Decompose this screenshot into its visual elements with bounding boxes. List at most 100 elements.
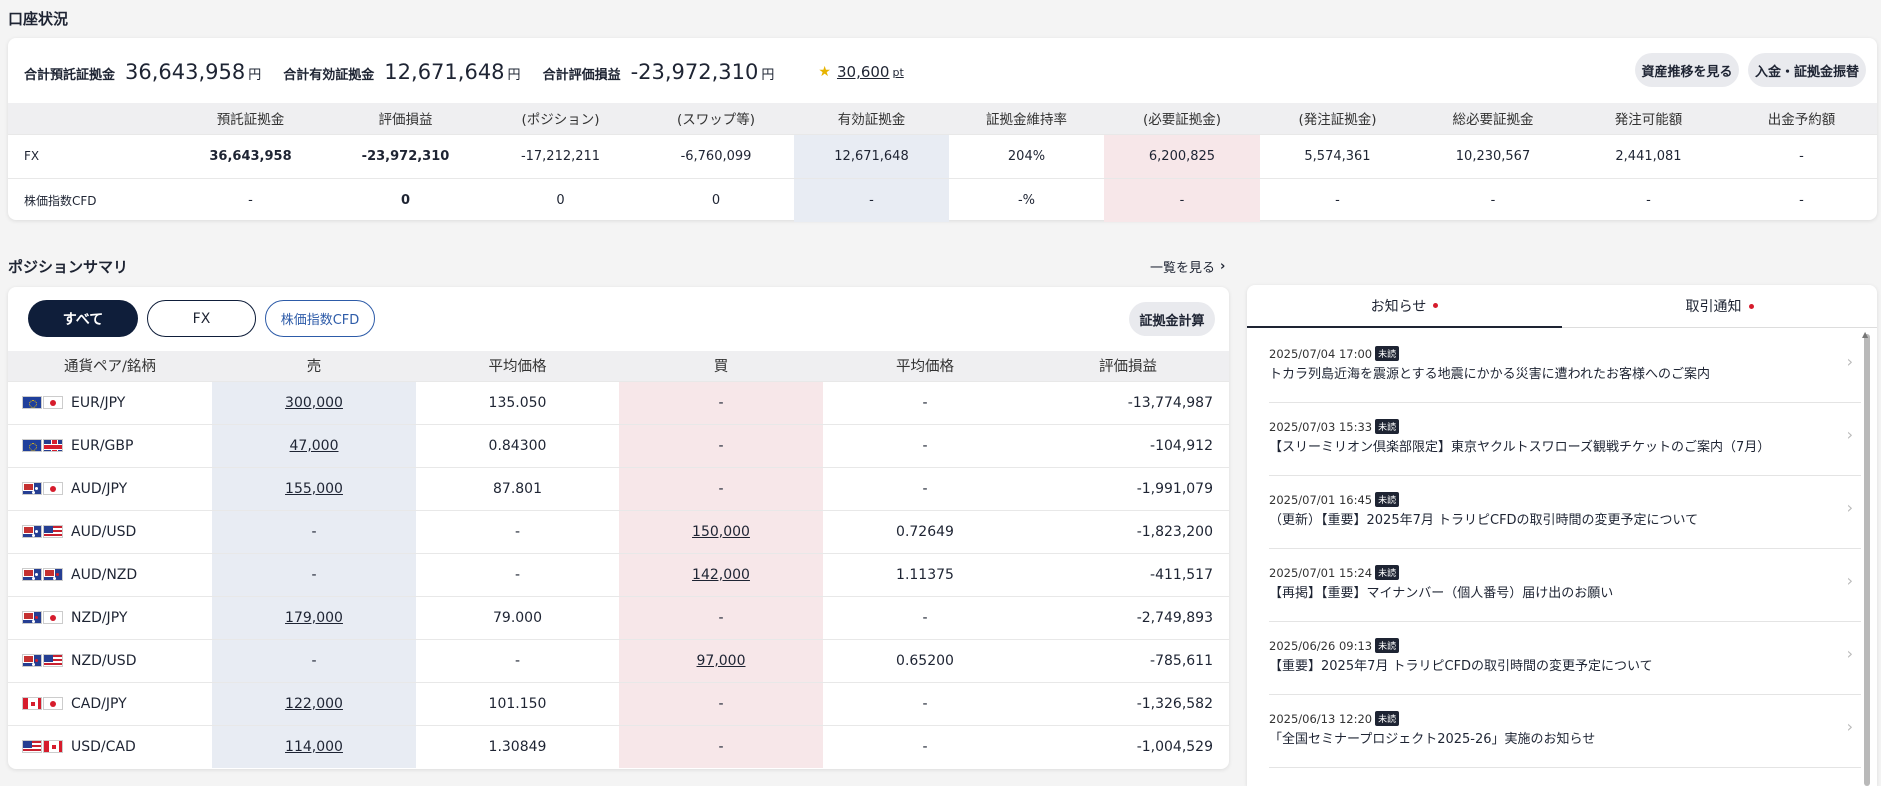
table-cell: - bbox=[1260, 177, 1415, 222]
row-label: FX bbox=[8, 133, 173, 178]
flag-pair bbox=[22, 439, 63, 452]
column-header: (スワップ等) bbox=[638, 103, 794, 134]
flag-jp-icon bbox=[43, 697, 63, 710]
tab-announcements[interactable]: お知らせ bbox=[1247, 285, 1562, 328]
sell-cell: - bbox=[212, 552, 416, 596]
account-row-cfd: 株価指数CFD - 0 0 0 - -% - - - - - bbox=[8, 177, 1877, 222]
sell-cell: 47,000 bbox=[212, 423, 416, 467]
tab-fx[interactable]: FX bbox=[147, 300, 256, 337]
position-amount-link[interactable]: 150,000 bbox=[692, 523, 750, 540]
pair-cell: EUR/GBP bbox=[8, 423, 212, 467]
margin-calc-button[interactable]: 証拠金計算 bbox=[1129, 302, 1215, 336]
unread-badge: 未読 bbox=[1375, 565, 1400, 580]
points-link[interactable]: ★ 30,600 pt bbox=[818, 63, 903, 81]
flag-ca-icon bbox=[22, 697, 42, 710]
summary-label: 合計有効証拠金 bbox=[283, 68, 375, 83]
notice-date: 2025/06/13 12:20 bbox=[1269, 711, 1373, 726]
pair-cell: AUD/NZD bbox=[8, 552, 212, 596]
deposit-transfer-button[interactable]: 入金・証拠金振替 bbox=[1748, 53, 1866, 87]
empty-value: - bbox=[718, 609, 724, 626]
column-header: 総必要証拠金 bbox=[1415, 103, 1571, 134]
notice-scrollbar[interactable] bbox=[1864, 334, 1870, 786]
pl-cell: -104,912 bbox=[1027, 423, 1229, 467]
scroll-up-icon[interactable]: ▲ bbox=[1862, 330, 1869, 339]
empty-value: - bbox=[311, 652, 317, 669]
flag-pair bbox=[22, 525, 63, 538]
summary-deposit: 合計預託証拠金 36,643,958 円 bbox=[24, 60, 261, 84]
buy-cell: 142,000 bbox=[619, 552, 823, 596]
summary-unit: 円 bbox=[507, 68, 521, 83]
position-amount-link[interactable]: 122,000 bbox=[285, 695, 343, 712]
table-cell: -6,760,099 bbox=[638, 133, 794, 178]
pl-cell: -1,326,582 bbox=[1027, 681, 1229, 725]
unread-badge: 未読 bbox=[1375, 492, 1400, 507]
sell-cell: - bbox=[212, 638, 416, 682]
notice-title: 「全国セミナープロジェクト2025-26」実施のお知らせ bbox=[1269, 732, 1596, 747]
summary-value: 12,671,648 bbox=[384, 60, 505, 84]
asset-history-button[interactable]: 資産推移を見る bbox=[1635, 53, 1739, 87]
empty-value: - bbox=[718, 480, 724, 497]
sell-avg-cell: - bbox=[416, 509, 619, 553]
account-section-title: 口座状況 bbox=[8, 10, 69, 28]
buy-avg-cell: - bbox=[823, 724, 1027, 768]
table-cell: 12,671,648 bbox=[794, 133, 949, 178]
table-row: CAD/JPY 122,000 101.150- - -1,326,582 bbox=[8, 681, 1229, 725]
account-table-header: 預託証拠金 評価損益 (ポジション) (スワップ等) 有効証拠金 証拠金維持率 … bbox=[8, 103, 1877, 134]
table-cell: -17,212,211 bbox=[483, 133, 638, 178]
tab-all[interactable]: すべて bbox=[28, 300, 138, 337]
notice-item[interactable]: 2025/07/04 17:00 未読 トカラ列島近海を震源とする地震にかかる災害に… bbox=[1269, 330, 1861, 403]
notice-item[interactable]: 2025/06/26 09:13 未読 【重要】2025年7月 トラリピCFDの取引… bbox=[1269, 622, 1861, 695]
sell-cell: 122,000 bbox=[212, 681, 416, 725]
position-amount-link[interactable]: 179,000 bbox=[285, 609, 343, 626]
pair-cell: NZD/JPY bbox=[8, 595, 212, 639]
position-amount-link[interactable]: 142,000 bbox=[692, 566, 750, 583]
flag-pair bbox=[22, 568, 63, 581]
position-amount-link[interactable]: 300,000 bbox=[285, 394, 343, 411]
see-all-link[interactable]: 一覧を見る › bbox=[1150, 257, 1225, 276]
position-amount-link[interactable]: 97,000 bbox=[696, 652, 746, 669]
summary-value: 36,643,958 bbox=[125, 60, 246, 84]
notice-item[interactable]: 2025/07/03 15:33 未読 【スリーミリオン倶楽部限定】東京ヤクルトスワ… bbox=[1269, 403, 1861, 476]
position-amount-link[interactable]: 47,000 bbox=[289, 437, 339, 454]
pair-name: CAD/JPY bbox=[71, 695, 127, 712]
column-header: 買 bbox=[619, 351, 823, 381]
flag-gb-icon bbox=[43, 439, 63, 452]
tab-trade-notifications[interactable]: 取引通知 bbox=[1562, 285, 1877, 328]
notice-title: 【再掲】【重要】マイナンバー（個人番号）届け出のお願い bbox=[1269, 586, 1614, 601]
notice-date: 2025/07/01 16:45 bbox=[1269, 492, 1373, 507]
flag-us-icon bbox=[43, 654, 63, 667]
tab-label: お知らせ bbox=[1370, 298, 1427, 315]
column-header bbox=[8, 103, 173, 134]
buy-cell: - bbox=[619, 466, 823, 510]
pair-cell: CAD/JPY bbox=[8, 681, 212, 725]
notice-item[interactable]: 2025/07/01 15:24 未読【再掲】【重要】マイナンバー（個人番号）届け… bbox=[1269, 549, 1861, 622]
notice-date-row: 2025/06/26 09:13 未読 bbox=[1269, 638, 1400, 653]
tab-label: 取引通知 bbox=[1685, 299, 1742, 315]
empty-value: - bbox=[718, 394, 724, 411]
flag-ca-icon bbox=[43, 740, 63, 754]
unread-badge: 未読 bbox=[1375, 711, 1400, 726]
chevron-right-icon: › bbox=[1846, 425, 1853, 444]
summary-value: -23,972,310 bbox=[630, 60, 759, 84]
unread-badge: 未読 bbox=[1375, 638, 1400, 653]
see-all-label: 一覧を見る bbox=[1150, 261, 1216, 276]
chevron-right-icon: › bbox=[1846, 571, 1853, 590]
notice-date: 2025/07/01 15:24 bbox=[1269, 565, 1373, 580]
buy-avg-cell: - bbox=[823, 681, 1027, 725]
position-amount-link[interactable]: 155,000 bbox=[285, 480, 343, 497]
table-row: USD/CAD 114,000 1.30849- - -1,004,529 bbox=[8, 724, 1229, 768]
tab-index-cfd[interactable]: 株価指数CFD bbox=[265, 300, 375, 337]
column-header: 売 bbox=[212, 351, 416, 381]
buy-avg-cell: 0.72649 bbox=[823, 509, 1027, 553]
pl-cell: -785,611 bbox=[1027, 638, 1229, 682]
buy-avg-cell: - bbox=[823, 466, 1027, 510]
empty-value: - bbox=[311, 523, 317, 540]
notice-item[interactable]: 2025/06/13 12:20 未読「全国セミナープロジェクト2025-26」実… bbox=[1269, 695, 1861, 768]
sell-cell: 114,000 bbox=[212, 724, 416, 768]
column-header: 評価損益 bbox=[328, 103, 483, 134]
notice-item[interactable]: 2025/07/01 16:45 未読 （更新）【重要】2025年7月 トラリピCF… bbox=[1269, 476, 1861, 549]
pair-name: AUD/NZD bbox=[71, 566, 138, 583]
position-amount-link[interactable]: 114,000 bbox=[285, 738, 343, 755]
table-cell: -% bbox=[949, 177, 1104, 222]
column-header: (ポジション) bbox=[483, 103, 638, 134]
